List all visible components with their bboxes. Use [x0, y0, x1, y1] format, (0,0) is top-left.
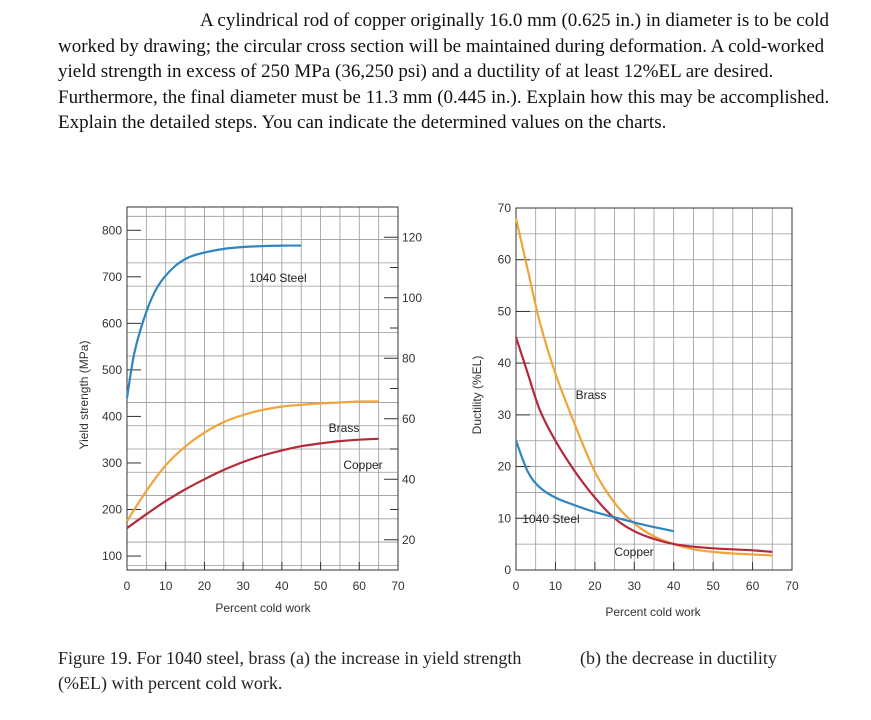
- x-tick-label: 40: [275, 579, 289, 593]
- y-tick-label: 600: [102, 316, 122, 330]
- chart-a-ticks: 0 10 20 30 40 50 60 70 100 200 300 400 500 600 700 800 1…: [102, 223, 422, 593]
- series-line-brass: [126, 400, 379, 522]
- y-tick-label: 300: [102, 456, 122, 470]
- series-label: Brass: [329, 421, 360, 435]
- chart-a-series: [125, 244, 379, 529]
- chart-yield-strength: 0 10 20 30 40 50 60 70 100 200 300 400 500 600 700 800 1…: [77, 206, 422, 615]
- y-tick-label: 400: [102, 409, 122, 423]
- chart-b-series-labels: Brass 1040 Steel Copper: [522, 388, 653, 559]
- x-tick-label: 70: [785, 579, 799, 593]
- y-tick-label: 10: [498, 511, 512, 525]
- series-line-1040-steel: [514, 440, 674, 533]
- y-tick-label: 200: [102, 503, 122, 517]
- y-tick-label: 30: [498, 408, 512, 422]
- x-tick-label: 60: [353, 579, 367, 593]
- series-label: 1040 Steel: [522, 512, 579, 526]
- series-line-copper: [514, 336, 773, 553]
- chart-b-ticks: 0 10 20 30 40 50 60 70 0 10 20 30 40 50 60 70: [498, 201, 799, 593]
- y2-tick-label: 120: [402, 230, 422, 244]
- x-tick-label: 0: [513, 579, 520, 593]
- x-tick-label: 10: [159, 579, 173, 593]
- figure-caption-b: (b) the decrease in ductility: [580, 648, 777, 668]
- series-label: Copper: [343, 458, 382, 472]
- y-tick-label: 100: [102, 549, 122, 563]
- x-tick-label: 40: [667, 579, 681, 593]
- series-label: Brass: [576, 388, 607, 402]
- y-tick-label: 700: [102, 270, 122, 284]
- plot-frame: [515, 207, 793, 571]
- y-tick-label: 500: [102, 363, 122, 377]
- y-tick-label: 800: [102, 223, 122, 237]
- x-tick-label: 30: [236, 579, 250, 593]
- figure-caption-a: Figure 19. For 1040 steel, brass (a) the…: [58, 648, 522, 693]
- x-tick-label: 50: [314, 579, 328, 593]
- series-line-1040-steel: [125, 244, 302, 398]
- y2-tick-label: 80: [402, 351, 416, 365]
- series-label: Copper: [614, 545, 653, 559]
- y-tick-label: 70: [498, 201, 512, 215]
- x-tick-label: 0: [124, 579, 131, 593]
- x-tick-label: 30: [628, 579, 642, 593]
- y-tick-label: 60: [498, 253, 512, 267]
- y-tick-label: 0: [504, 563, 511, 577]
- chart-b-series: [514, 218, 773, 557]
- y-tick-label: 50: [498, 304, 512, 318]
- chart-a-series-labels: 1040 Steel Brass Copper: [249, 271, 382, 472]
- series-line-copper: [126, 437, 379, 529]
- x-tick-label: 60: [746, 579, 760, 593]
- y2-tick-label: 40: [402, 472, 416, 486]
- y-tick-label: 20: [498, 460, 512, 474]
- chart-a-grid: [126, 207, 399, 570]
- y2-tick-label: 60: [402, 412, 416, 426]
- chart-ductility: 0 10 20 30 40 50 60 70 0 10 20 30 40 50 60 70 Brass 1040…: [470, 201, 799, 619]
- series-label: 1040 Steel: [249, 271, 306, 285]
- chart-b-axes: [515, 207, 793, 571]
- chart-b-xlabel: Percent cold work: [605, 605, 701, 619]
- chart-b-ylabel: Ductility (%EL): [470, 356, 484, 435]
- y-tick-label: 40: [498, 356, 512, 370]
- y2-tick-label: 100: [402, 291, 422, 305]
- x-tick-label: 50: [706, 579, 720, 593]
- series-line-brass: [514, 218, 773, 557]
- x-tick-label: 20: [588, 579, 602, 593]
- problem-statement: A cylindrical rod of copper originally 1…: [58, 10, 830, 133]
- x-tick-label: 20: [198, 579, 212, 593]
- chart-a-ylabel: Yield strength (MPa): [77, 341, 91, 450]
- x-tick-label: 70: [391, 579, 405, 593]
- chart-a-xlabel: Percent cold work: [215, 601, 311, 615]
- x-tick-label: 10: [549, 579, 563, 593]
- y2-tick-label: 20: [402, 533, 416, 547]
